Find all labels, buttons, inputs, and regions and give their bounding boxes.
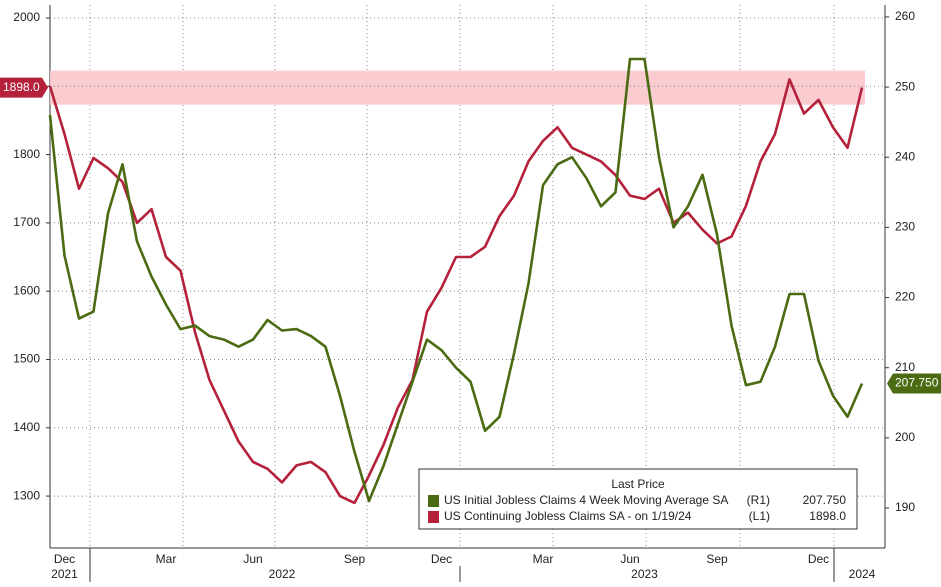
- year-label: 2024: [849, 567, 876, 581]
- tag-label: 207.750: [895, 376, 939, 390]
- year-label: 2021: [51, 567, 78, 581]
- legend-swatch: [428, 511, 439, 523]
- y-tick-label: 1800: [13, 147, 40, 161]
- x-tick-label: Sep: [344, 552, 366, 566]
- y2-tick-label: 190: [895, 500, 915, 514]
- y-tick-label: 1300: [13, 488, 40, 502]
- x-tick-label: Sep: [706, 552, 728, 566]
- last-price-band: [50, 70, 865, 105]
- x-tick-label: Dec: [431, 552, 452, 566]
- last-price-tag: 207.750: [887, 373, 941, 394]
- y-tick-label: 1500: [13, 352, 40, 366]
- legend-value: 207.750: [803, 493, 847, 507]
- x-tick-label: Dec: [54, 552, 75, 566]
- legend-title: Last Price: [611, 477, 665, 491]
- last-price-tag: 1898.0: [0, 77, 48, 98]
- y2-tick-label: 240: [895, 149, 915, 163]
- legend: Last Price US Initial Jobless Claims 4 We…: [418, 468, 858, 530]
- series-line: [48, 57, 864, 503]
- y2-tick-label: 210: [895, 360, 915, 374]
- year-label: 2022: [269, 567, 296, 581]
- y2-tick-label: 220: [895, 290, 915, 304]
- y-tick-label: 1600: [13, 283, 40, 297]
- tag-label: 1898.0: [3, 80, 40, 94]
- legend-label: US Initial Jobless Claims 4 Week Moving …: [444, 493, 728, 507]
- y-tick-label: 2000: [13, 10, 40, 24]
- x-tick-label: Mar: [156, 552, 177, 566]
- y-tick-label: 1700: [13, 215, 40, 229]
- legend-axis: (R1): [747, 493, 770, 507]
- x-tick-label: Jun: [620, 552, 639, 566]
- y2-tick-label: 200: [895, 430, 915, 444]
- x-tick-label: Mar: [533, 552, 554, 566]
- month-grid: [89, 5, 835, 548]
- series-line: [48, 78, 864, 505]
- y-tick-label: 1400: [13, 420, 40, 434]
- y2-tick-label: 260: [895, 9, 915, 23]
- y2-tick-label: 230: [895, 220, 915, 234]
- legend-swatch: [428, 495, 439, 507]
- legend-axis: (L1): [749, 509, 770, 523]
- tag-shape: [887, 373, 941, 394]
- x-tick-label: Jun: [243, 552, 262, 566]
- x-tick-label: Dec: [808, 552, 829, 566]
- tag-shape: [0, 77, 48, 98]
- legend-box: [418, 468, 858, 530]
- legend-label: US Continuing Jobless Claims SA - on 1/1…: [444, 509, 692, 523]
- y2-tick-label: 250: [895, 79, 915, 93]
- legend-value: 1898.0: [809, 509, 846, 523]
- year-label: 2023: [631, 567, 658, 581]
